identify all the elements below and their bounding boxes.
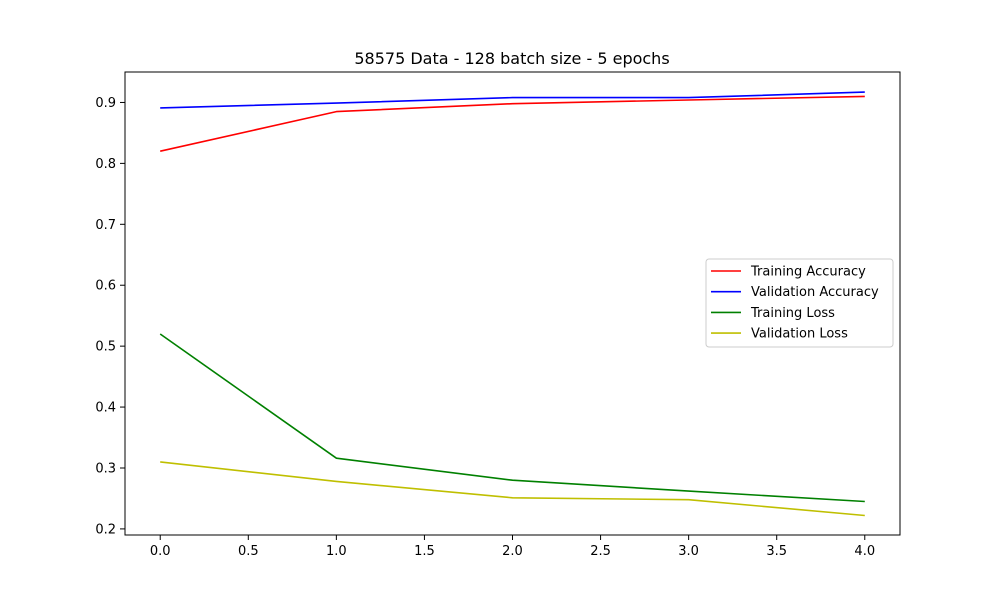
series-layer	[159, 91, 865, 517]
legend-label: Validation Loss	[751, 327, 848, 342]
x-axis: 0.0 0.5 1.0 1.5 2.0 2.5 3.0 3.5 4.0	[150, 535, 875, 559]
series-line-training-accuracy	[160, 95, 865, 152]
legend-label: Training Loss	[750, 306, 835, 321]
x-tick-label: 2.0	[502, 544, 523, 559]
series-line-validation-accuracy	[160, 91, 865, 109]
legend-label: Training Accuracy	[750, 265, 866, 280]
y-tick-label: 0.8	[95, 157, 116, 172]
series-line-training-loss	[159, 333, 865, 503]
chart-title: 58575 Data - 128 batch size - 5 epochs	[354, 49, 669, 68]
y-tick-label: 0.9	[95, 96, 116, 111]
y-tick-label: 0.3	[95, 461, 116, 476]
legend-box	[705, 258, 894, 348]
x-tick-label: 1.5	[414, 544, 435, 559]
x-tick-label: 2.5	[590, 544, 611, 559]
y-tick-label: 0.6	[95, 279, 116, 294]
y-tick-label: 0.4	[95, 401, 116, 416]
y-tick-label: 0.2	[95, 522, 116, 537]
x-tick-label: 3.5	[766, 544, 787, 559]
x-tick-label: 0.0	[150, 544, 171, 559]
y-tick-label: 0.5	[95, 340, 116, 355]
y-axis: 0.2 0.3 0.4 0.5 0.6 0.7 0.8 0.9	[95, 96, 125, 537]
series-line-validation-loss	[160, 461, 865, 517]
x-tick-label: 0.5	[238, 544, 259, 559]
y-tick-label: 0.7	[95, 218, 116, 233]
x-tick-label: 3.0	[678, 544, 699, 559]
legend: Training Accuracy Validation Accuracy Trai…	[705, 258, 894, 348]
legend-label: Validation Accuracy	[751, 285, 879, 300]
x-tick-label: 1.0	[326, 544, 347, 559]
x-tick-label: 4.0	[854, 544, 875, 559]
